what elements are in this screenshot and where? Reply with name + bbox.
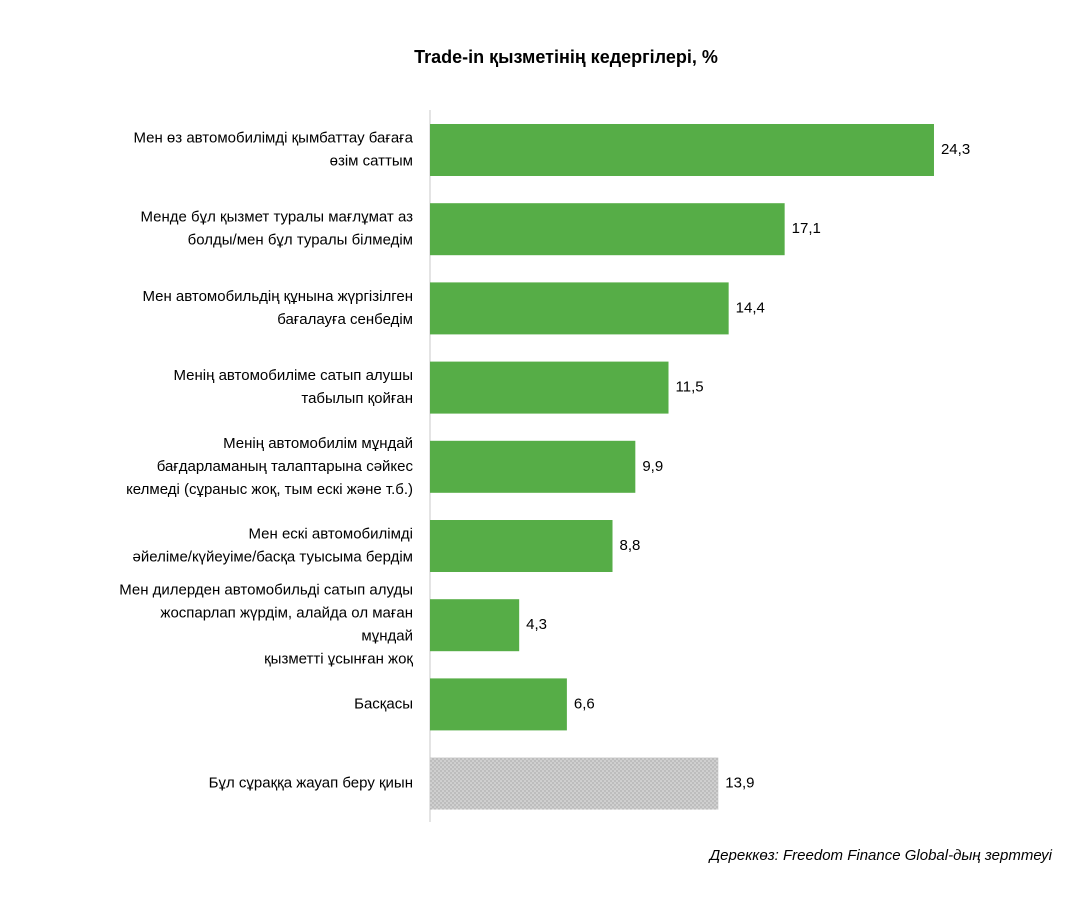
category-label: Мен өз автомобилімді қымбаттау бағаға өзі… (133, 129, 413, 169)
bar (430, 757, 719, 810)
bar (430, 440, 636, 493)
category-label: Мен автомобильдің құнына жүргізілген баға… (142, 288, 413, 328)
bar (430, 124, 934, 176)
bar (430, 599, 520, 652)
value-label: 6,6 (574, 695, 595, 712)
bar (430, 282, 729, 335)
category-label: Мен ескі автомобилімді әйеліме/күйеуіме/б… (133, 525, 414, 565)
bar (430, 678, 567, 731)
bar (430, 361, 669, 414)
source: Дереккөз: Freedom Finance Global-дың зер… (708, 847, 1053, 864)
value-label: 11,5 (676, 379, 704, 396)
value-label: 4,3 (526, 616, 547, 633)
value-label: 17,1 (792, 220, 821, 237)
category-label: Менің автомобиліме сатып алушы табылып қо… (174, 367, 414, 407)
bar (430, 203, 785, 256)
value-label: 8,8 (620, 537, 641, 554)
category-label: Басқасы (354, 695, 413, 712)
chart-title: Trade-in қызметінің кедергілері, % (414, 47, 718, 67)
value-label: 13,9 (725, 775, 754, 792)
bar (430, 520, 613, 572)
category-label: Менің автомобилім мұндай бағдарламаның та… (126, 435, 413, 498)
value-label: 9,9 (642, 458, 663, 475)
category-label: Мен дилерден автомобильді сатып алуды жос… (119, 582, 413, 668)
category-label: Менде бұл қызмет туралы мағлұмат аз болды… (140, 209, 413, 249)
value-label: 24,3 (941, 141, 970, 158)
value-label: 14,4 (736, 299, 765, 316)
category-label: Бұл сұраққа жауап беру қиын (209, 775, 413, 792)
